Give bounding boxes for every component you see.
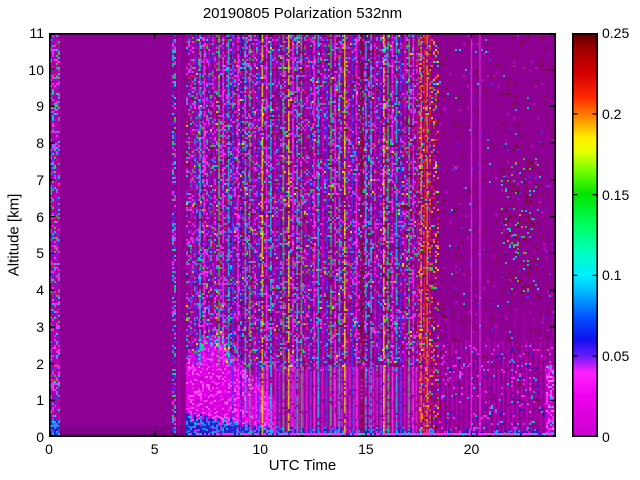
y-tick-label: 2 — [36, 355, 44, 372]
y-tick-label: 8 — [36, 135, 44, 152]
y-tick-label: 1 — [36, 392, 44, 409]
x-tick-label: 15 — [358, 441, 374, 457]
y-tick-label: 6 — [36, 208, 44, 225]
x-tick-label: 10 — [252, 441, 269, 457]
colorbar-tick-label: 0.25 — [602, 25, 630, 41]
y-tick-label: 5 — [36, 245, 44, 262]
y-tick-label: 7 — [36, 171, 44, 188]
x-axis-label: UTC Time — [268, 457, 337, 474]
y-tick-label: 0 — [36, 429, 44, 445]
colorbar-canvas — [572, 33, 598, 437]
colorbar-tick-label: 0.1 — [602, 267, 622, 284]
x-tick-label: 5 — [150, 441, 159, 457]
colorbar-tick-label: 0.15 — [602, 186, 630, 203]
y-tick-label: 10 — [28, 61, 44, 78]
colorbar-tick-label: 0.2 — [602, 105, 622, 122]
colorbar-tick-label: 0.05 — [602, 348, 630, 365]
y-tick-label: 4 — [36, 282, 44, 299]
x-tick-label: 20 — [463, 441, 480, 457]
x-tick-label: 0 — [45, 441, 53, 457]
heatmap-canvas — [49, 33, 556, 437]
y-tick-label: 9 — [36, 98, 44, 115]
y-tick-label: 11 — [29, 25, 44, 41]
y-tick-label: 3 — [36, 318, 44, 335]
y-axis-label: Altitude [km] — [5, 193, 23, 277]
colorbar-tick-label: 0 — [602, 429, 610, 445]
plot-title: 20190805 Polarization 532nm — [202, 5, 403, 22]
